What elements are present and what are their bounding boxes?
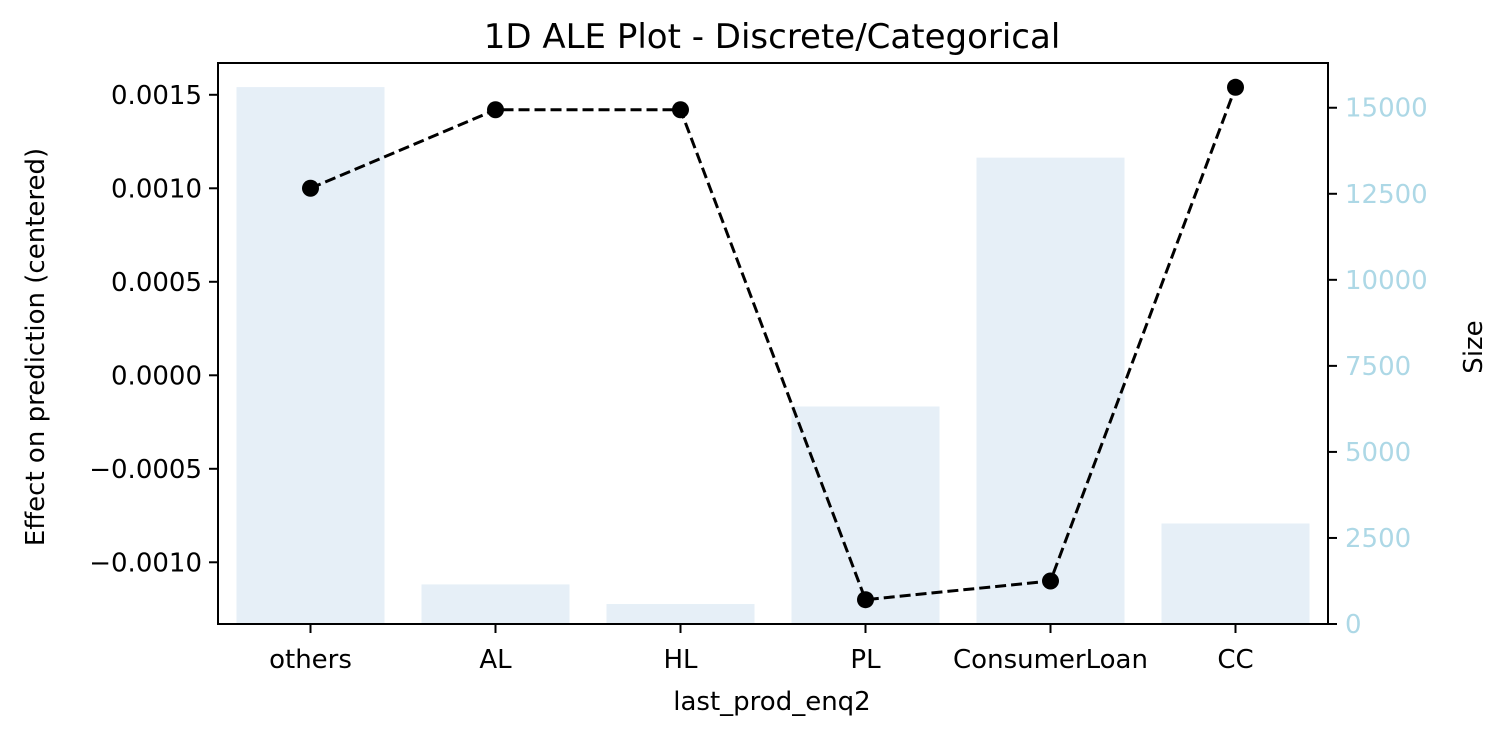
y-tick-label: 0.0000 xyxy=(111,361,202,391)
ale-point-consumerloan xyxy=(1042,572,1059,590)
y2-tick-label: 2500 xyxy=(1345,524,1411,554)
ale-point-cc xyxy=(1227,78,1244,96)
right-axis-ticks: 0 2500 5000 7500 10000 12500 15000 xyxy=(1328,94,1428,640)
y-tick-label: 0.0005 xyxy=(111,268,202,298)
ale-line-layer xyxy=(302,78,1244,609)
size-bar-al xyxy=(421,584,570,624)
y-tick-label: −0.0005 xyxy=(89,455,202,485)
x-axis-ticks: others AL HL PL ConsumerLoan CC xyxy=(269,624,1254,675)
ale-point-pl xyxy=(857,591,874,609)
x-axis-label: last_prod_enq2 xyxy=(673,687,870,717)
y2-tick-label: 10000 xyxy=(1345,266,1428,296)
y2-tick-label: 0 xyxy=(1345,610,1362,640)
size-bar-others xyxy=(236,87,385,624)
chart-title: 1D ALE Plot - Discrete/Categorical xyxy=(484,17,1061,57)
size-bar-hl xyxy=(606,604,755,624)
y2-tick-label: 5000 xyxy=(1345,438,1411,468)
size-bars xyxy=(236,87,1310,625)
x-tick-label: AL xyxy=(479,645,512,675)
x-tick-label: PL xyxy=(850,645,881,675)
y-tick-label: 0.0010 xyxy=(111,174,202,204)
ale-point-al xyxy=(487,101,504,119)
size-bar-pl xyxy=(791,406,940,624)
x-tick-label: others xyxy=(269,645,352,675)
ale-point-others xyxy=(302,179,319,197)
left-axis-ticks: −0.0010 −0.0005 0.0000 0.0005 0.0010 0.0015 xyxy=(89,81,218,578)
y2-axis-label: Size xyxy=(1459,320,1489,373)
plot-frame xyxy=(217,62,1329,625)
y2-tick-label: 15000 xyxy=(1345,94,1428,124)
size-bar-cc xyxy=(1161,523,1310,624)
x-tick-label: CC xyxy=(1217,645,1253,675)
x-tick-label: ConsumerLoan xyxy=(953,645,1148,675)
ale-line xyxy=(309,86,1237,602)
x-tick-label: HL xyxy=(663,645,698,675)
y-tick-label: −0.0010 xyxy=(89,548,202,578)
y-axis-label: Effect on prediction (centered) xyxy=(21,148,51,546)
y-tick-label: 0.0015 xyxy=(111,81,202,111)
ale-point-hl xyxy=(672,101,689,119)
y2-tick-label: 7500 xyxy=(1345,352,1411,382)
y2-tick-label: 12500 xyxy=(1345,180,1428,210)
size-bar-consumerloan xyxy=(976,157,1125,625)
